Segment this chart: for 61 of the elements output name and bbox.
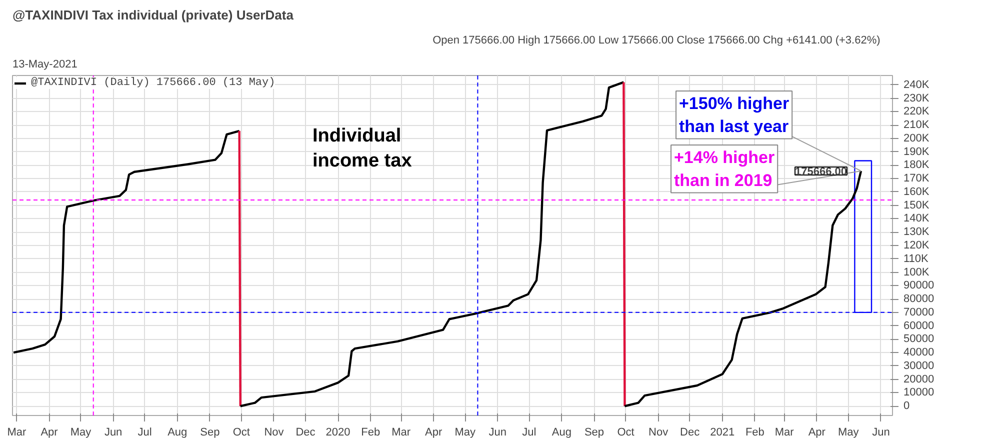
x-tick-label: Jun <box>488 426 507 438</box>
x-tick-label: Mar <box>774 426 794 438</box>
x-tick-label: Sep <box>584 426 604 438</box>
y-tick-label: 120K <box>904 240 930 252</box>
y-tick-label: 110K <box>904 252 930 265</box>
annotation: +14% higher than in 2019 <box>674 148 776 190</box>
y-tick-label: 160K <box>904 186 930 198</box>
y-tick-label: 140K <box>904 212 930 225</box>
x-tick-label: Nov <box>264 426 284 438</box>
y-tick-label: 170K <box>904 172 930 185</box>
x-tick-label: Feb <box>745 426 764 438</box>
y-tick-label: 180K <box>904 159 930 172</box>
y-tick-label: 190K <box>904 146 930 158</box>
y-tick-label: 30000 <box>904 360 934 372</box>
y-tick-label: 50000 <box>904 333 934 346</box>
y-tick-label: 90000 <box>904 280 934 292</box>
x-tick-label: Jun <box>104 426 122 438</box>
x-tick-label: Apr <box>40 426 58 438</box>
y-tick-label: 0 <box>904 400 910 412</box>
x-tick-label: Dec <box>680 426 700 438</box>
chart-subtitle: 13-May-2021 <box>12 58 78 70</box>
legend-label: @TAXINDIVI (Daily) 175666.00 (13 May) <box>31 77 276 89</box>
x-tick-label: May <box>70 426 92 438</box>
y-tick-label: 150K <box>904 199 930 212</box>
annotation: +150% higher than last year <box>678 94 790 136</box>
chart-title: @TAXINDIVI Tax individual (private) UserData <box>12 8 294 22</box>
x-tick-label: Apr <box>808 426 826 438</box>
x-tick-label: May <box>454 426 476 438</box>
y-tick-label: 60000 <box>904 320 934 332</box>
y-tick-label: 210K <box>904 119 930 132</box>
x-tick-label: Oct <box>232 426 250 438</box>
annotation: Individual income tax <box>312 126 412 172</box>
x-tick-label: May <box>838 426 860 438</box>
y-tick-label: 10000 <box>904 386 934 399</box>
x-tick-label: Mar <box>392 426 411 438</box>
y-tick-label: 40000 <box>904 346 934 359</box>
line-series <box>12 130 240 354</box>
x-tick-label: Jul <box>138 426 152 438</box>
x-tick-label: Dec <box>296 426 316 438</box>
text: Open 175666.00 High 175666.00 Low 175666.00 Close 175666.00 Chg +6141.00 (+3.62%) <box>432 34 880 46</box>
x-tick-label: Sep <box>200 426 220 438</box>
y-tick-label: 70000 <box>904 306 934 318</box>
x-tick-label: Oct <box>617 426 634 438</box>
y-tick-label: 80000 <box>904 293 934 306</box>
y-tick-label: 220K <box>904 106 930 118</box>
x-tick-label: 2021 <box>710 426 735 438</box>
x-tick-label: Jun <box>872 426 890 438</box>
y-tick-label: 200K <box>904 132 930 144</box>
x-tick-label: Aug <box>168 426 188 438</box>
x-tick-label: Feb <box>361 426 380 438</box>
y-tick-label: 20000 <box>904 373 934 386</box>
y-tick-label: 130K <box>904 226 930 238</box>
x-tick-label: 2020 <box>326 426 350 438</box>
x-tick-label: Nov <box>648 426 669 438</box>
y-tick-label: 230K <box>904 92 930 104</box>
y-tick-label: 100K <box>904 266 930 278</box>
x-tick-label: Mar <box>7 426 27 438</box>
x-tick-label: Jul <box>522 426 536 438</box>
y-tick-label: 240K <box>904 78 930 91</box>
x-tick-label: Aug <box>552 426 572 438</box>
x-tick-label: Apr <box>425 426 442 438</box>
